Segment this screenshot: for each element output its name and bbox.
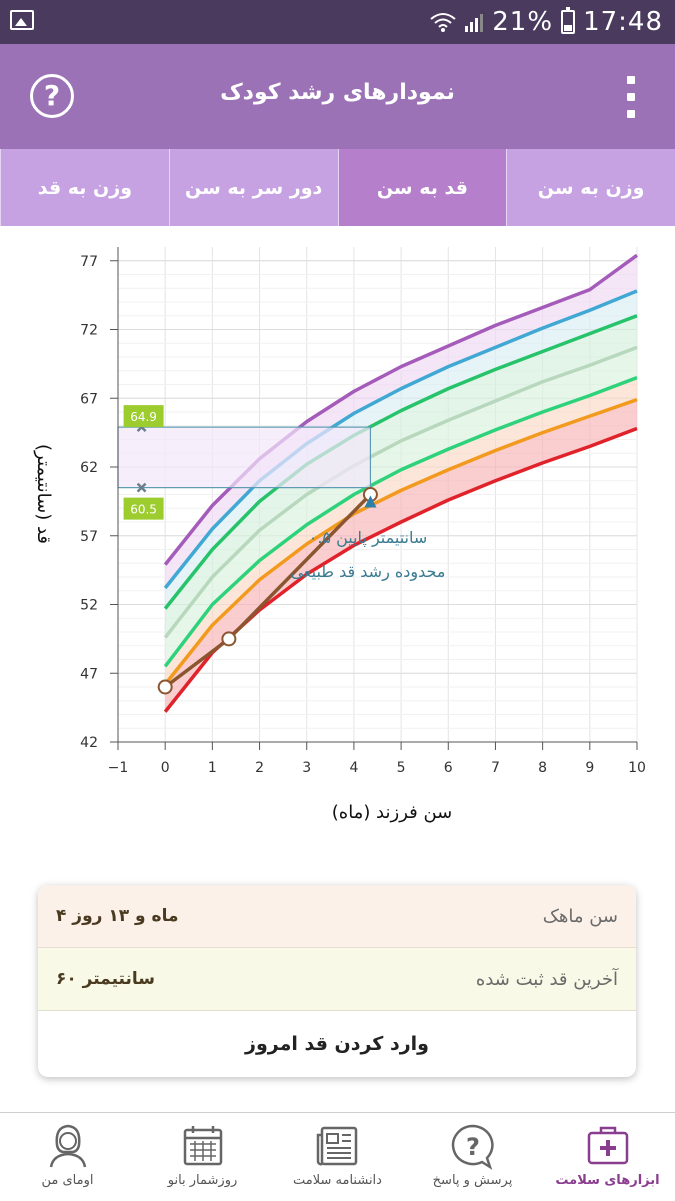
- range-value-label: 64.9: [130, 410, 157, 424]
- range-value-badge: [123, 405, 164, 428]
- annotation-line-1: ۰.۵ سانتیمتر پایین: [309, 528, 428, 548]
- percentile-band: [165, 347, 637, 667]
- height-value: ۶۰ سانتیمتر: [56, 969, 155, 989]
- tab-head-circumference[interactable]: دور سر به سن: [168, 149, 338, 226]
- normal-range-box: 64.9 60.5: [117, 405, 372, 520]
- app-bar: ? نمودارهای رشد کودک: [0, 44, 675, 149]
- x-tick-label: 8: [538, 760, 547, 776]
- percentile-band: [165, 315, 637, 638]
- annotation-line-2: محدوده رشد قد طبیعی: [291, 562, 446, 582]
- x-tick-label: 1: [208, 760, 217, 776]
- height-label: آخرین قد ثبت شده: [475, 968, 618, 990]
- growth-chart: 64.9 60.5 −1 0 1 2 3 4 5 6 7 8 9 10 42 47 52 57 62 67 72 77 …: [0, 226, 675, 866]
- percentile-line: [163, 345, 638, 639]
- x-tick-label: 6: [444, 760, 453, 776]
- overflow-menu-icon[interactable]: [627, 76, 635, 120]
- x-tick-label: 3: [302, 760, 311, 776]
- x-tick-label: 10: [628, 760, 646, 776]
- medical-kit-icon: [587, 1126, 628, 1165]
- age-row: ۴ ماه و ۱۳ روز سن ماهک: [38, 885, 636, 948]
- battery-icon: [561, 7, 576, 34]
- range-value-badge: [123, 497, 164, 520]
- y-tick-label: 67: [80, 391, 98, 407]
- info-card: ۴ ماه و ۱۳ روز سن ماهک ۶۰ سانتیمتر آخرین…: [38, 885, 636, 1077]
- nav-label: روزشمار بانو: [167, 1173, 238, 1188]
- chart-tabs: وزن به سن قد به سن دور سر به سن وزن به ق…: [0, 149, 675, 226]
- percentile-band: [165, 399, 637, 712]
- percentile-line: [163, 397, 638, 686]
- question-bubble-icon: ?: [451, 1124, 494, 1170]
- nav-profile[interactable]: اومای من: [8, 1113, 128, 1201]
- x-tick-label: 5: [397, 760, 406, 776]
- svg-text:?: ?: [466, 1133, 480, 1161]
- help-icon[interactable]: ?: [30, 74, 74, 118]
- measurements: [157, 487, 378, 695]
- nav-label: ابزارهای سلامت: [555, 1173, 660, 1188]
- measurement-point: [221, 631, 237, 647]
- range-marker-x: [136, 482, 147, 493]
- status-bar-right: 21% 17:48: [430, 6, 663, 38]
- nav-label: اومای من: [41, 1173, 94, 1188]
- y-tick-label: 52: [80, 598, 98, 614]
- bottom-navigation: ابزارهای سلامت ? پرسش و پاسخ دانشنامه سل…: [0, 1112, 675, 1201]
- x-tick-label: 7: [491, 760, 500, 776]
- percentile-bands: [165, 255, 637, 712]
- nav-label: پرسش و پاسخ: [432, 1173, 513, 1188]
- x-tick-label: 2: [255, 760, 264, 776]
- y-tick-label: 72: [80, 323, 98, 339]
- tab-weight-for-age[interactable]: وزن به سن: [506, 149, 675, 226]
- age-label: سن ماهک: [542, 905, 618, 927]
- battery-percent: 21%: [492, 7, 554, 37]
- x-tick-label: 4: [349, 760, 358, 776]
- enter-height-label: وارد کردن قد امروز: [245, 1033, 429, 1055]
- nav-label: دانشنامه سلامت: [293, 1173, 382, 1188]
- y-tick-label: 77: [80, 254, 98, 270]
- x-axis-title: سن فرزند (ماه): [332, 802, 453, 823]
- percentile-line: [163, 375, 638, 668]
- clock: 17:48: [583, 7, 663, 37]
- normal-range-rect: [117, 426, 372, 489]
- nav-encyclopedia[interactable]: دانشنامه سلامت: [278, 1113, 398, 1201]
- gallery-notification-icon: [10, 10, 34, 30]
- height-row: ۶۰ سانتیمتر آخرین قد ثبت شده: [38, 948, 636, 1011]
- y-tick-label: 62: [80, 460, 98, 476]
- nav-calendar[interactable]: روزشمار بانو: [143, 1113, 263, 1201]
- current-measurement-marker: [364, 495, 377, 508]
- enter-height-button[interactable]: وارد کردن قد امروز: [38, 1011, 636, 1077]
- age-value: ۴ ماه و ۱۳ روز: [56, 906, 179, 926]
- percentile-line: [163, 289, 638, 590]
- signal-icon: [464, 12, 484, 32]
- percentile-band: [165, 291, 637, 609]
- status-bar: 21% 17:48: [0, 0, 675, 44]
- y-tick-label: 57: [80, 529, 98, 545]
- growth-chart-svg: 64.960.5 −1 0 1 2 3 4 5 6 7 8 9 104247525762677277 …: [33, 247, 646, 823]
- wifi-icon: [430, 12, 456, 32]
- x-tick-label: 0: [161, 760, 170, 776]
- y-tick-label: 42: [80, 735, 98, 751]
- percentile-line: [163, 314, 638, 610]
- range-value-label: 60.5: [130, 503, 157, 517]
- user-icon: [49, 1124, 86, 1168]
- nav-questions[interactable]: ? پرسش و پاسخ: [413, 1113, 533, 1201]
- page-title: نمودارهای رشد کودک: [220, 80, 455, 105]
- nav-health-tools[interactable]: ابزارهای سلامت: [548, 1113, 668, 1201]
- y-axis-title: قد (سانتیمتر): [33, 444, 54, 544]
- newspaper-icon: [316, 1126, 357, 1166]
- measurement-point: [157, 679, 173, 695]
- tab-weight-for-height[interactable]: وزن به قد: [0, 149, 169, 226]
- y-tick-label: 47: [80, 666, 98, 682]
- tab-height-for-age[interactable]: قد به سن: [337, 149, 507, 226]
- x-tick-label: 9: [585, 760, 594, 776]
- calendar-icon: [183, 1126, 222, 1166]
- x-tick-label: −1: [108, 760, 129, 776]
- percentile-band: [165, 377, 637, 685]
